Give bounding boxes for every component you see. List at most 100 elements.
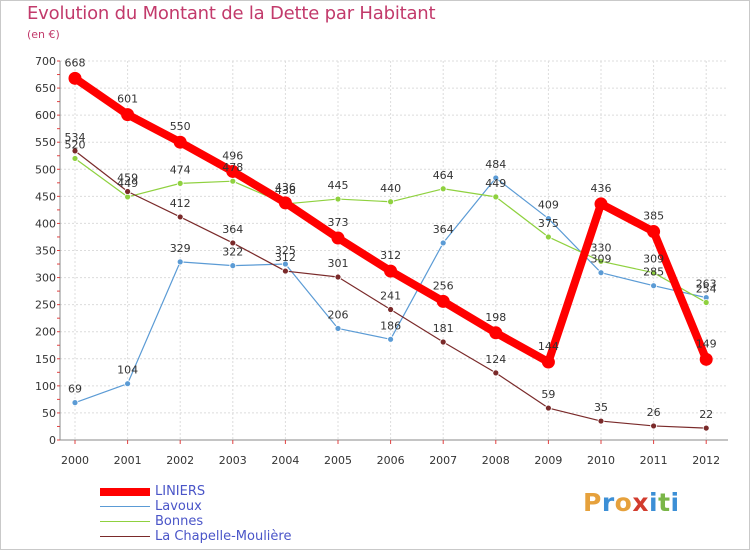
y-tick-label: 600: [35, 109, 56, 122]
data-label-0: 198: [485, 311, 506, 324]
x-tick-label: 2007: [429, 454, 457, 467]
logo-letter: P: [583, 488, 602, 517]
legend-item-lavoux: Lavoux: [100, 499, 360, 514]
data-label-3: 301: [328, 257, 349, 270]
data-label-3: 181: [433, 322, 454, 335]
data-point-0: [121, 108, 135, 122]
data-label-3: 59: [541, 388, 555, 401]
data-point-3: [492, 369, 500, 377]
data-label-0: 385: [643, 210, 664, 223]
data-label-0: 149: [696, 337, 717, 350]
data-point-2: [229, 177, 237, 185]
data-point-0: [68, 71, 82, 85]
data-label-2: 438: [275, 184, 296, 197]
data-label-3: 412: [170, 197, 191, 210]
data-point-2: [492, 193, 500, 201]
y-tick-label: 650: [35, 82, 56, 95]
data-label-2: 449: [117, 177, 138, 190]
y-tick-label: 150: [35, 353, 56, 366]
y-tick-label: 50: [42, 407, 56, 420]
y-tick-label: 200: [35, 326, 56, 339]
data-point-1: [439, 239, 447, 247]
data-point-0: [226, 164, 240, 178]
data-point-0: [647, 225, 661, 239]
data-label-0: 601: [117, 93, 138, 106]
data-point-2: [702, 299, 710, 306]
data-label-1: 263: [696, 278, 717, 291]
data-label-2: 309: [643, 253, 664, 266]
data-point-2: [71, 155, 79, 162]
data-point-3: [124, 188, 131, 195]
x-tick-label: 2004: [271, 454, 299, 467]
data-point-3: [71, 147, 79, 155]
data-point-0: [541, 355, 555, 369]
data-label-0: 436: [275, 181, 296, 194]
x-tick-label: 2002: [166, 454, 194, 467]
data-label-2: 440: [380, 182, 401, 195]
legend-swatch-lavoux: [100, 506, 150, 507]
data-point-2: [439, 185, 447, 193]
data-label-1: 409: [538, 199, 559, 212]
data-point-1: [650, 282, 657, 290]
data-label-0: 373: [328, 216, 349, 229]
data-label-1: 329: [170, 242, 191, 255]
data-label-0: 144: [538, 340, 559, 353]
logo-letter: x: [632, 488, 649, 517]
data-label-1: 186: [380, 319, 401, 332]
data-point-0: [331, 231, 345, 245]
data-point-1: [334, 325, 342, 332]
data-label-3: 364: [222, 223, 243, 236]
data-point-0: [436, 294, 450, 308]
data-label-2: 449: [485, 177, 506, 190]
data-point-0: [278, 196, 292, 210]
data-point-3: [439, 338, 447, 346]
y-tick-label: 0: [49, 434, 56, 447]
data-point-3: [281, 267, 289, 275]
x-tick-label: 2001: [114, 454, 142, 467]
data-label-1: 104: [117, 364, 138, 377]
x-tick-label: 2012: [692, 454, 720, 467]
y-tick-label: 700: [35, 55, 56, 68]
data-label-1: 206: [328, 308, 349, 321]
data-point-2: [597, 257, 605, 265]
data-point-3: [597, 417, 605, 425]
data-point-1: [492, 174, 500, 182]
y-tick-label: 550: [35, 136, 56, 149]
data-point-3: [545, 404, 552, 412]
data-label-2: 474: [170, 163, 191, 176]
data-label-2: 520: [65, 138, 86, 151]
data-label-1: 325: [275, 244, 296, 257]
legend-label-liniers: LINIERS: [155, 484, 206, 499]
data-point-1: [124, 380, 131, 388]
data-label-0: 668: [65, 56, 86, 69]
data-label-1: 484: [485, 158, 506, 171]
data-label-3: 459: [117, 171, 138, 184]
legend-label-chapelle: La Chapelle-Moulière: [155, 529, 292, 544]
data-point-1: [387, 335, 395, 343]
data-label-3: 312: [275, 251, 296, 264]
data-point-0: [699, 352, 713, 366]
legend: LINIERS Lavoux Bonnes La Chapelle-Mouliè…: [100, 484, 360, 544]
legend-label-bonnes: Bonnes: [155, 514, 204, 529]
x-tick-label: 2005: [324, 454, 352, 467]
data-point-3: [702, 424, 710, 432]
data-point-0: [173, 135, 187, 149]
chart-subtitle: (en €): [27, 28, 60, 41]
data-point-2: [387, 198, 395, 206]
data-label-0: 256: [433, 279, 454, 292]
data-label-0: 312: [380, 249, 401, 262]
legend-item-chapelle: La Chapelle-Moulière: [100, 529, 360, 544]
logo-letter: t: [658, 488, 671, 517]
data-point-2: [176, 179, 184, 187]
data-label-2: 464: [433, 169, 454, 182]
data-label-1: 322: [222, 246, 243, 259]
data-label-3: 241: [380, 290, 401, 303]
data-label-2: 330: [591, 241, 612, 254]
x-tick-label: 2003: [219, 454, 247, 467]
data-point-3: [650, 422, 657, 430]
data-label-3: 35: [594, 401, 608, 414]
data-label-2: 478: [222, 161, 243, 174]
data-label-1: 364: [433, 223, 454, 236]
logo-letter: i: [649, 488, 659, 517]
